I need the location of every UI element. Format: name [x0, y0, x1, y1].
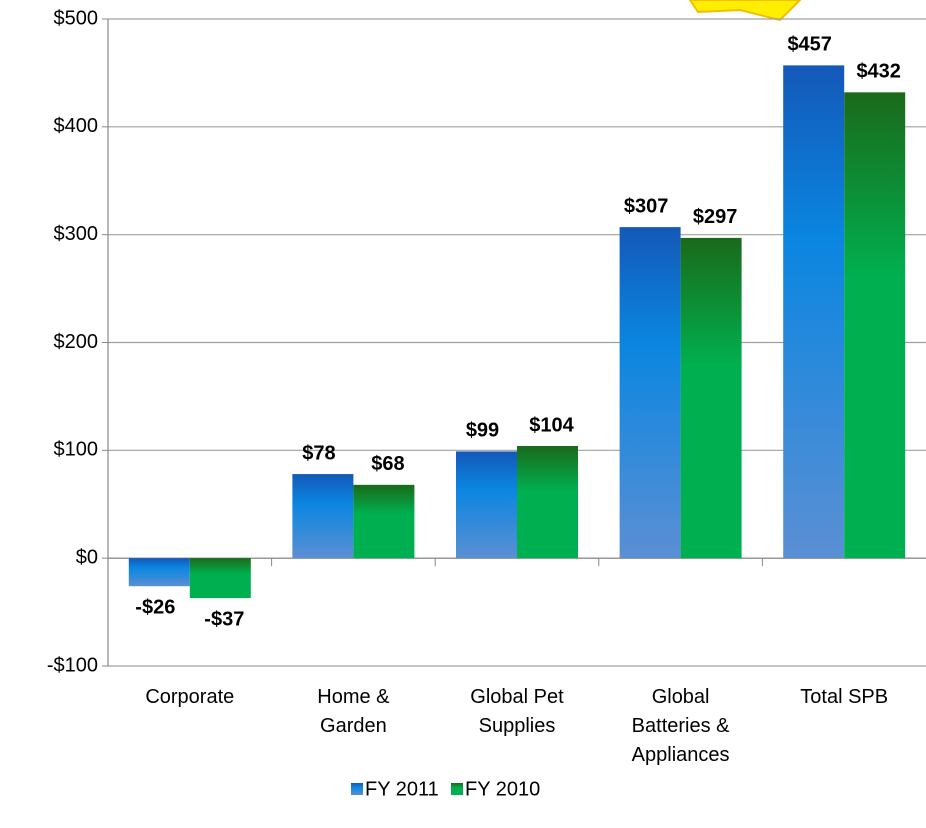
- legend-swatch: [351, 783, 363, 795]
- legend-label: FY 2011: [365, 778, 439, 800]
- value-label: $68: [371, 453, 404, 475]
- legend-label: FY 2010: [465, 778, 540, 800]
- x-tick-label: Total SPB: [800, 686, 888, 708]
- value-label: $104: [529, 414, 574, 436]
- value-label: $307: [624, 195, 669, 217]
- bar: [783, 65, 844, 558]
- value-label: $297: [693, 206, 738, 228]
- chart: -$100 $0 $100 $200 $300 $400 $500 Corporate -$26…: [0, 0, 926, 828]
- bar: [292, 474, 353, 558]
- x-tick-label: Home &Garden: [317, 686, 390, 737]
- bar: [844, 92, 905, 558]
- value-label: -$37: [204, 608, 244, 630]
- bar: [353, 485, 414, 558]
- decoration: [690, 0, 800, 20]
- value-label: $457: [787, 34, 832, 56]
- y-tick-label: -$100: [47, 654, 98, 676]
- y-tick-label: $0: [76, 546, 98, 568]
- bar: [129, 558, 190, 586]
- bar: [517, 446, 578, 558]
- value-label: -$26: [135, 596, 175, 618]
- value-label: $432: [856, 61, 901, 83]
- y-tick-label: $100: [54, 439, 99, 461]
- y-tick-label: $300: [54, 223, 99, 245]
- bar: [620, 227, 681, 558]
- bar: [456, 451, 517, 558]
- bar: [681, 238, 742, 558]
- x-tick-label: Corporate: [145, 686, 234, 708]
- value-label: $78: [302, 442, 335, 464]
- bar: [190, 558, 251, 598]
- y-tick-label: $200: [54, 331, 99, 353]
- y-tick-label: $400: [54, 115, 99, 137]
- legend-swatch: [451, 783, 463, 795]
- value-label: $99: [466, 420, 499, 442]
- y-tick-label: $500: [54, 7, 99, 29]
